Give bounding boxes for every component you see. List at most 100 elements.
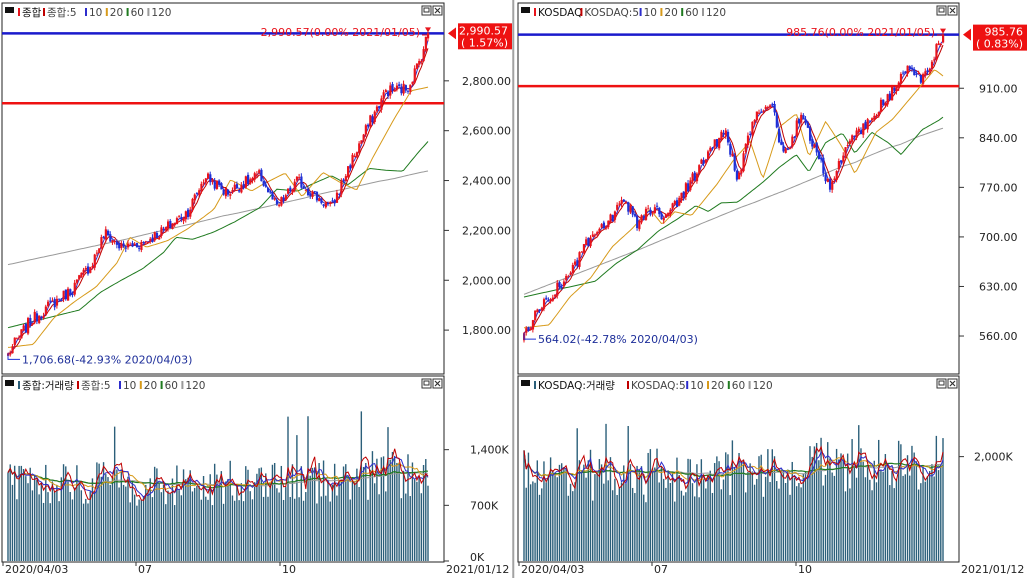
candle-body — [846, 145, 849, 147]
candle-body — [67, 288, 70, 301]
legend-label-4: 60 — [732, 380, 745, 392]
candle-body — [558, 282, 561, 288]
legend-marker-1 — [43, 8, 45, 16]
candle-body — [40, 316, 43, 319]
candle-body — [569, 272, 572, 276]
candle-body — [815, 142, 818, 153]
candle-body — [904, 71, 907, 74]
candle-body — [680, 192, 683, 200]
candle-body — [693, 172, 696, 181]
candle-body — [375, 106, 379, 112]
legend-label-2: 10 — [644, 7, 657, 19]
candle-body — [155, 232, 159, 238]
candle-body — [380, 98, 383, 110]
candle-body — [704, 159, 707, 163]
candle-body — [620, 199, 623, 205]
candle-body — [540, 308, 543, 310]
candle-body — [153, 232, 156, 241]
candle-body — [51, 300, 54, 302]
legend-label-0: KOSDAQ:거래량 — [538, 380, 615, 392]
candle-body — [42, 315, 45, 318]
candle-body — [124, 247, 127, 249]
candle-body — [720, 131, 723, 140]
candle-body — [529, 328, 532, 331]
candle-body — [888, 93, 891, 99]
candle-body — [598, 228, 601, 233]
high-annotation-label: 2,990.57(0.00% 2021/01/05) — [261, 26, 420, 39]
legend-marker-2 — [119, 381, 121, 389]
candle-body — [322, 204, 325, 206]
candle-body — [287, 188, 290, 194]
candle-body — [315, 191, 319, 201]
candle-body — [726, 131, 730, 143]
candle-body — [591, 234, 594, 237]
candle-body — [204, 178, 207, 183]
y-tick-label: 700K — [470, 499, 499, 512]
candle-body — [744, 143, 747, 153]
candle-body — [784, 148, 787, 153]
candle-body — [64, 289, 67, 300]
legend-marker-2 — [85, 8, 87, 16]
candle-body — [18, 336, 21, 338]
candle-body — [135, 242, 139, 248]
candle-body — [826, 178, 829, 182]
candle-body — [735, 170, 739, 180]
candle-body — [764, 106, 767, 110]
candle-body — [629, 206, 632, 213]
high-annotation-arrow — [425, 27, 431, 33]
candle-body — [656, 205, 659, 207]
candle-body — [525, 328, 528, 333]
candle-body — [718, 137, 721, 149]
candle-body — [913, 69, 916, 76]
candle-body — [877, 112, 880, 116]
candle-body — [89, 267, 92, 273]
legend-label-5: 120 — [151, 7, 171, 19]
legend-label-2: 10 — [690, 380, 703, 392]
candle-body — [531, 320, 535, 330]
candle-body — [868, 120, 872, 122]
maximize-icon — [421, 378, 432, 389]
candle-body — [891, 86, 894, 101]
y-tick-label: 2,000K — [974, 451, 1013, 464]
candle-body — [38, 315, 41, 324]
candle-body — [640, 215, 643, 223]
ma-line-ma60 — [523, 116, 944, 298]
legend-label-1: KOSDAQ:5 — [584, 7, 639, 19]
candle-body — [387, 91, 390, 97]
candle-body — [142, 241, 145, 243]
candle-body — [738, 172, 741, 180]
candle-body — [576, 260, 579, 266]
legend-marker-3 — [139, 381, 142, 389]
legend-label-4: 60 — [165, 380, 178, 392]
y-tick-label: 2,400.00 — [462, 175, 511, 188]
candle-body — [837, 161, 841, 170]
candle-body — [622, 199, 625, 202]
candle-body — [289, 187, 292, 191]
candle-body — [240, 185, 243, 193]
candle-body — [15, 338, 19, 340]
candle-body — [169, 220, 172, 229]
candle-body — [282, 197, 285, 201]
candle-body — [109, 234, 112, 242]
ma-line-ma60 — [7, 141, 429, 329]
candle-body — [295, 176, 299, 181]
candle-body — [193, 194, 196, 201]
candle-body — [284, 195, 287, 200]
candle-body — [578, 252, 581, 267]
candle-body — [797, 119, 801, 124]
candle-body — [691, 173, 694, 182]
candle-body — [751, 121, 754, 135]
y-tick-label: 770.00 — [979, 181, 1018, 194]
candle-body — [247, 174, 250, 184]
candle-body — [60, 300, 63, 302]
candle-body — [418, 60, 421, 65]
x-axis-label: 2021/01/12 — [446, 563, 509, 576]
y-tick-label: 1,800.00 — [462, 324, 511, 337]
candle-body — [534, 310, 537, 321]
candle-body — [118, 243, 121, 249]
candle-body — [213, 181, 216, 189]
close-icon-x — [434, 7, 441, 14]
y-tick-label: 2,600.00 — [462, 125, 511, 138]
legend-marker-4 — [160, 381, 163, 389]
